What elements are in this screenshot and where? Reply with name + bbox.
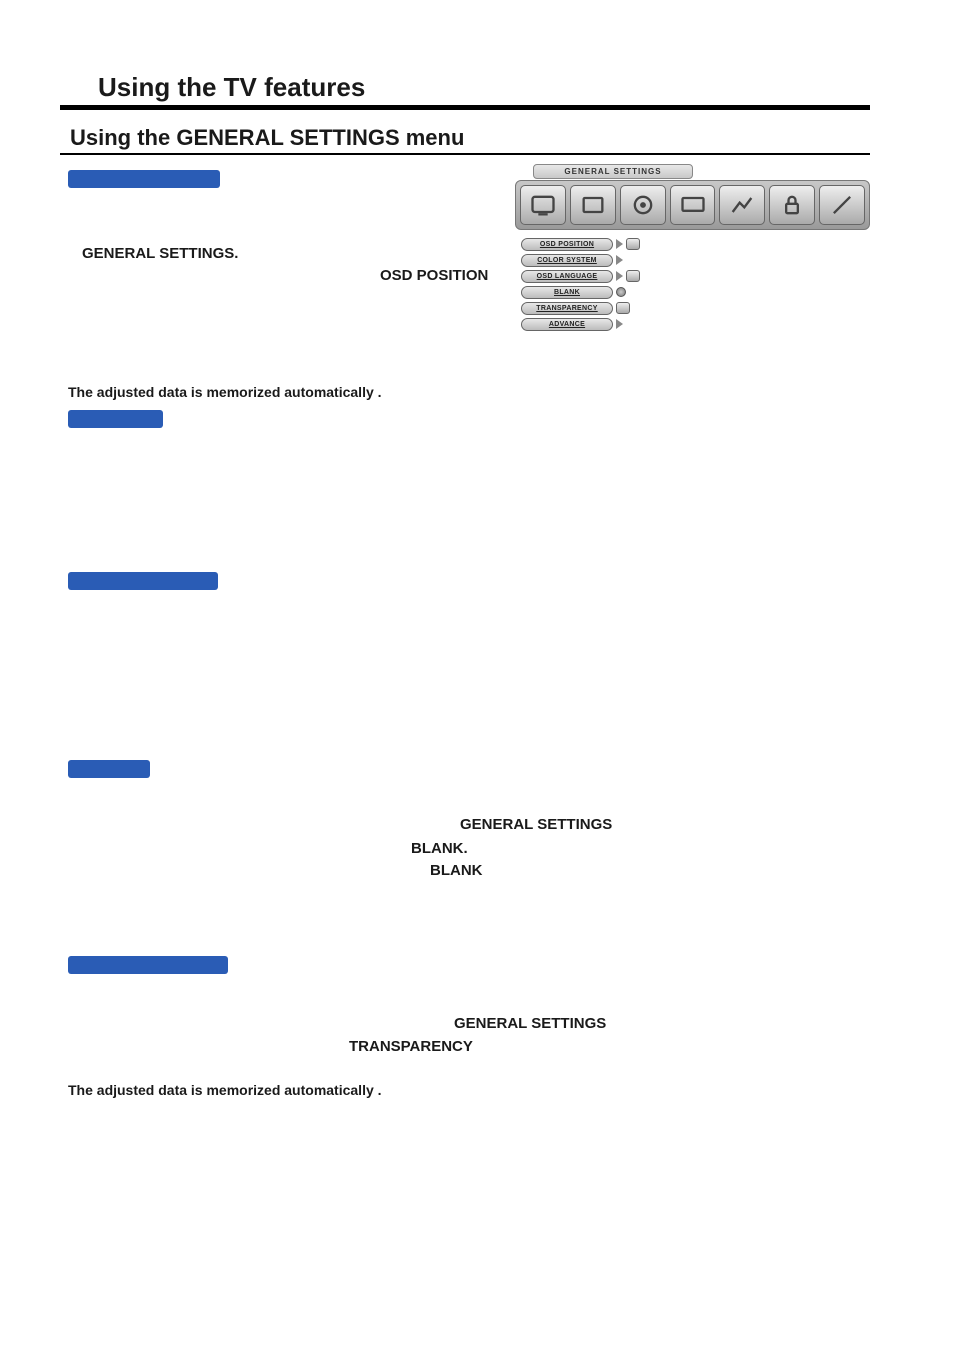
osd-diagram: GENERAL SETTINGS OSD POSITION COLOR SYSTE…	[515, 160, 870, 335]
chevron-right-icon	[616, 239, 623, 249]
osd-menu-label: COLOR SYSTEM	[521, 254, 613, 267]
osd-menu-item: COLOR SYSTEM	[521, 252, 640, 268]
slider-icon	[626, 270, 640, 282]
osd-menu-label: ADVANCE	[521, 318, 613, 331]
osd-menu-item: OSD POSITION	[521, 236, 640, 252]
label-memorized-2: The adjusted data is memorized automatic…	[68, 1082, 382, 1098]
osd-menu-label: BLANK	[521, 286, 613, 299]
osd-menu-label: TRANSPARENCY	[521, 302, 613, 315]
osd-menu-label: OSD LANGUAGE	[521, 270, 613, 283]
osd-menu-list: OSD POSITION COLOR SYSTEM OSD LANGUAGE BLAN…	[521, 236, 640, 332]
section-title: Using the GENERAL SETTINGS menu	[70, 125, 464, 151]
osd-icon-tv	[520, 185, 566, 225]
page-title: Using the TV features	[98, 72, 365, 103]
label-general-settings: GENERAL SETTINGS.	[82, 245, 238, 262]
osd-menu-item: OSD LANGUAGE	[521, 268, 640, 284]
subsection-tag	[68, 572, 218, 590]
slider-icon	[616, 302, 630, 314]
title-rule	[60, 105, 870, 110]
subsection-tag	[68, 760, 150, 778]
osd-icon-picture	[570, 185, 616, 225]
label-osd-position: OSD POSITION	[380, 267, 488, 284]
chevron-right-icon	[616, 255, 623, 265]
osd-icon-picture2	[719, 185, 765, 225]
label-general-settings-3: GENERAL SETTINGS	[454, 1015, 606, 1032]
osd-menu-label: OSD POSITION	[521, 238, 613, 251]
subsection-tag	[68, 170, 220, 188]
osd-icon-bar	[515, 180, 870, 230]
section-rule	[60, 153, 870, 155]
label-transparency: TRANSPARENCY	[349, 1038, 473, 1055]
chevron-right-icon	[616, 271, 623, 281]
osd-icon-tools	[819, 185, 865, 225]
label-general-settings-2: GENERAL SETTINGS	[460, 816, 612, 833]
osd-menu-item: TRANSPARENCY	[521, 300, 640, 316]
osd-menu-item: ADVANCE	[521, 316, 640, 332]
subsection-tag	[68, 956, 228, 974]
slider-icon	[626, 238, 640, 250]
subsection-tag	[68, 410, 163, 428]
chevron-right-icon	[616, 319, 623, 329]
label-blank-dot: BLANK.	[411, 840, 468, 857]
label-memorized-1: The adjusted data is memorized automatic…	[68, 384, 382, 400]
osd-titlebar: GENERAL SETTINGS	[533, 164, 693, 179]
label-blank: BLANK	[430, 862, 483, 879]
osd-icon-lock	[769, 185, 815, 225]
osd-icon-sound	[620, 185, 666, 225]
radio-dot-icon	[616, 287, 626, 297]
osd-menu-item: BLANK	[521, 284, 640, 300]
osd-icon-monitor	[670, 185, 716, 225]
